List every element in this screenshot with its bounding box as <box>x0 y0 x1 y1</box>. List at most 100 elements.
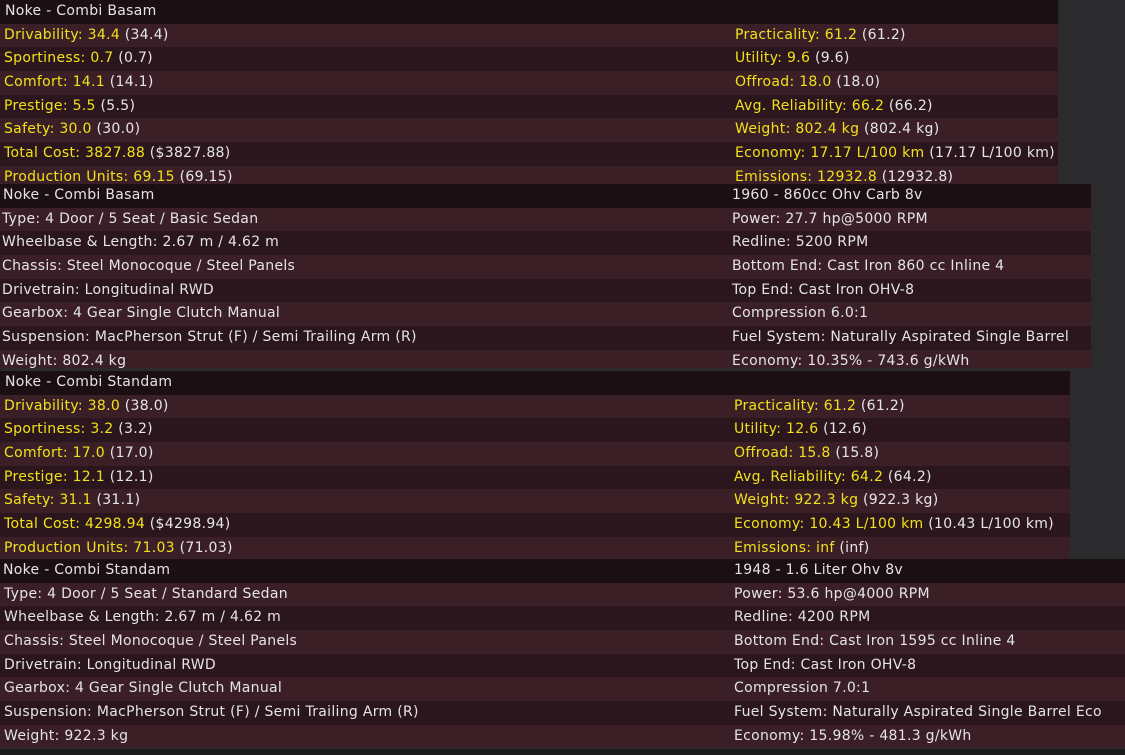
stat-value: Total Cost: 4298.94 <box>4 516 146 533</box>
bottom-edge <box>0 749 1125 755</box>
panel-title-row: Noke - Combi Basam 1960 - 860cc Ohv Carb … <box>0 184 1091 208</box>
spec-cell-right: Bottom End: Cast Iron 860 cc Inline 4 <box>732 258 1005 274</box>
table-row: Comfort: 17.0 (17.0) Offroad: 15.8 (15.8) <box>0 442 1070 466</box>
stat-reference: (66.2) <box>884 97 933 114</box>
stat-reference: (10.43 L/100 km) <box>923 516 1054 533</box>
stat-reference: (inf) <box>834 539 870 556</box>
table-row: Prestige: 12.1 (12.1) Avg. Reliability: 6… <box>0 465 1070 490</box>
spec-cell-right: Economy: 15.98% - 481.3 g/kWh <box>734 727 972 744</box>
stat-reference: (12932.8) <box>877 168 954 184</box>
stat-value: Comfort: 14.1 <box>4 74 105 90</box>
stat-cell-left: Drivability: 38.0 (38.0) <box>4 395 169 419</box>
stat-cell-right: Emissions: inf (inf) <box>734 537 870 559</box>
table-row: Wheelbase & Length: 2.67 m / 4.62 m Redli… <box>0 606 1125 630</box>
stat-reference: (34.4) <box>120 26 169 43</box>
stat-cell-left: Safety: 30.0 (30.0) <box>4 118 140 142</box>
stat-value: Emissions: inf <box>734 539 835 556</box>
spec-cell-right: Fuel System: Naturally Aspirated Single … <box>732 329 1070 346</box>
spec-cell-left: Weight: 802.4 kg <box>2 352 127 368</box>
stat-reference: (14.1) <box>104 74 154 90</box>
stat-cell-left: Safety: 31.1 (31.1) <box>4 489 140 513</box>
stat-cell-right: Economy: 10.43 L/100 km (10.43 L/100 km) <box>734 513 1054 537</box>
panel-title: Noke - Combi Basam <box>3 187 155 203</box>
table-row: Drivability: 34.4 (34.4) Practicality: 61… <box>0 23 1058 48</box>
table-row: Type: 4 Door / 5 Seat / Standard Sedan Po… <box>0 582 1125 607</box>
stat-cell-right: Utility: 9.6 (9.6) <box>735 47 850 71</box>
table-row: Total Cost: 4298.94 ($4298.94) Economy: 1… <box>0 513 1070 537</box>
table-row: Production Units: 71.03 (71.03) Emissions… <box>0 536 1070 559</box>
panel-title: Noke - Combi Standam <box>3 562 171 578</box>
spec-cell-right: Power: 53.6 hp@4000 RPM <box>734 585 930 602</box>
stat-cell-right: Practicality: 61.2 (61.2) <box>735 24 906 48</box>
stat-reference: (61.2) <box>857 26 906 43</box>
stat-reference: (15.8) <box>830 445 880 461</box>
spec-cell-right: Compression 6.0:1 <box>732 305 869 322</box>
stat-reference: (12.1) <box>104 468 154 485</box>
spec-cell-left: Chassis: Steel Monocoque / Steel Panels <box>4 633 298 649</box>
stat-reference: (64.2) <box>883 468 932 485</box>
stat-cell-right: Utility: 12.6 (12.6) <box>734 418 867 442</box>
spec-cell-left: Type: 4 Door / 5 Seat / Standard Sedan <box>4 585 288 602</box>
stat-cell-left: Total Cost: 3827.88 ($3827.88) <box>4 142 231 166</box>
panel-title: Noke - Combi Standam <box>5 374 173 390</box>
spec-cell-left: Drivetrain: Longitudinal RWD <box>2 281 214 298</box>
spec-cell-left: Gearbox: 4 Gear Single Clutch Manual <box>4 680 283 697</box>
stat-value: Practicality: 61.2 <box>734 397 857 414</box>
stat-value: Weight: 922.3 kg <box>734 492 859 509</box>
stat-reference: (17.17 L/100 km) <box>924 145 1055 162</box>
table-row: Type: 4 Door / 5 Seat / Basic Sedan Power… <box>0 207 1091 232</box>
spec-cell-right: Redline: 4200 RPM <box>734 609 871 626</box>
stat-cell-right: Avg. Reliability: 64.2 (64.2) <box>734 466 932 490</box>
table-row: Comfort: 14.1 (14.1) Offroad: 18.0 (18.0) <box>0 71 1058 95</box>
stat-reference: ($4298.94) <box>145 516 231 533</box>
spec-cell-right: Economy: 10.35% - 743.6 g/kWh <box>732 352 970 368</box>
spec-cell-left: Type: 4 Door / 5 Seat / Basic Sedan <box>2 210 259 227</box>
stat-cell-right: Avg. Reliability: 66.2 (66.2) <box>735 95 933 119</box>
spec-cell-right: Redline: 5200 RPM <box>732 234 869 251</box>
table-row: Weight: 922.3 kg Economy: 15.98% - 481.3 … <box>0 724 1125 749</box>
stat-cell-left: Drivability: 34.4 (34.4) <box>4 24 169 48</box>
stat-value: Economy: 10.43 L/100 km <box>734 516 924 533</box>
stat-reference: (9.6) <box>810 50 850 67</box>
stat-reference: (0.7) <box>113 50 153 67</box>
table-row: Sportiness: 0.7 (0.7) Utility: 9.6 (9.6) <box>0 47 1058 71</box>
table-row: Safety: 31.1 (31.1) Weight: 922.3 kg (922… <box>0 489 1070 513</box>
engine-title: 1948 - 1.6 Liter Ohv 8v <box>734 562 904 578</box>
table-row: Weight: 802.4 kg Economy: 10.35% - 743.6 … <box>0 349 1091 368</box>
table-row: Suspension: MacPherson Strut (F) / Semi … <box>0 701 1125 725</box>
stat-value: Practicality: 61.2 <box>735 26 858 43</box>
spec-cell-left: Suspension: MacPherson Strut (F) / Semi … <box>4 704 419 721</box>
table-row: Drivetrain: Longitudinal RWD Top End: Cas… <box>0 278 1091 303</box>
spec-cell-left: Weight: 922.3 kg <box>4 727 129 744</box>
engine-title: 1960 - 860cc Ohv Carb 8v <box>732 187 923 203</box>
stat-value: Offroad: 15.8 <box>734 445 831 461</box>
stat-cell-right: Economy: 17.17 L/100 km (17.17 L/100 km) <box>735 142 1055 166</box>
stat-cell-left: Production Units: 69.15 (69.15) <box>4 166 233 184</box>
stat-reference: (18.0) <box>831 74 881 90</box>
stat-reference: (12.6) <box>818 421 868 438</box>
specs-panel-standam: Noke - Combi Standam 1948 - 1.6 Liter Ohv… <box>0 559 1125 749</box>
panel-title-row: Noke - Combi Basam <box>0 0 1058 24</box>
stat-cell-right: Weight: 802.4 kg (802.4 kg) <box>735 118 939 142</box>
table-row: Safety: 30.0 (30.0) Weight: 802.4 kg (802… <box>0 118 1058 142</box>
table-row: Sportiness: 3.2 (3.2) Utility: 12.6 (12.6… <box>0 418 1070 442</box>
stat-value: Production Units: 69.15 <box>4 168 175 184</box>
stat-cell-right: Offroad: 15.8 (15.8) <box>734 442 879 466</box>
panel-title-row: Noke - Combi Standam <box>0 371 1070 395</box>
table-row: Chassis: Steel Monocoque / Steel Panels B… <box>0 630 1125 654</box>
spec-cell-right: Top End: Cast Iron OHV-8 <box>734 656 917 673</box>
stat-value: Prestige: 12.1 <box>4 468 105 485</box>
stat-cell-left: Total Cost: 4298.94 ($4298.94) <box>4 513 231 537</box>
stats-panel-standam: Noke - Combi Standam Drivability: 38.0 (3… <box>0 371 1070 559</box>
spec-cell-right: Fuel System: Naturally Aspirated Single … <box>734 704 1102 721</box>
table-row: Gearbox: 4 Gear Single Clutch Manual Comp… <box>0 302 1091 326</box>
spec-cell-right: Power: 27.7 hp@5000 RPM <box>732 210 928 227</box>
stat-value: Economy: 17.17 L/100 km <box>735 145 925 162</box>
table-row: Drivability: 38.0 (38.0) Practicality: 61… <box>0 394 1070 419</box>
stat-value: Avg. Reliability: 66.2 <box>735 97 885 114</box>
table-row: Suspension: MacPherson Strut (F) / Semi … <box>0 326 1091 350</box>
table-row: Total Cost: 3827.88 ($3827.88) Economy: 1… <box>0 142 1058 166</box>
stat-cell-left: Prestige: 5.5 (5.5) <box>4 95 135 119</box>
stat-reference: (31.1) <box>91 492 141 509</box>
stat-value: Offroad: 18.0 <box>735 74 832 90</box>
